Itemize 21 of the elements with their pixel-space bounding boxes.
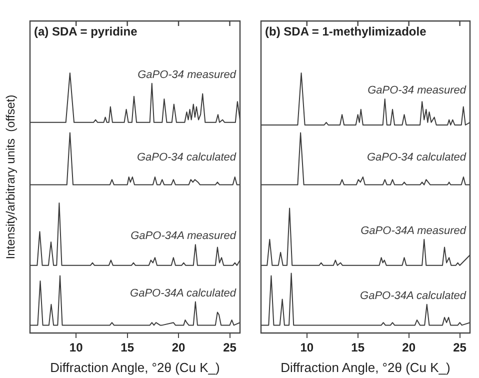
chart-title: (b) SDA = 1-methylimizadole (265, 24, 427, 38)
x-tick-label: 25 (223, 340, 237, 355)
series-label: GaPO-34 calculated (136, 151, 237, 164)
x-tick-label: 10 (300, 340, 314, 355)
x-tick-label: 10 (69, 340, 84, 355)
series-label: GaPO-34A measured (360, 224, 467, 237)
x-axis-title: Diffraction Angle, °2θ (Cu K_) (50, 360, 220, 375)
x-tick-label: 20 (172, 340, 186, 355)
x-axis-title: Diffraction Angle, °2θ (Cu K_) (280, 360, 450, 375)
series-label: GaPO-34 calculated (366, 151, 467, 164)
series-label: GaPO-34A measured (130, 230, 237, 242)
y-axis-title: Intensity/arbitrary units (offset) (3, 94, 18, 260)
x-tick-label: 25 (453, 340, 467, 355)
x-tick-label: 15 (120, 340, 134, 355)
chart-title: (a) SDA = pyridine (34, 24, 138, 38)
x-tick-label: 20 (402, 340, 416, 355)
series-label: GaPO-34A calculated (130, 287, 237, 300)
x-tick-label: 15 (351, 340, 365, 355)
series-label: GaPO-34A calculated (360, 290, 467, 302)
series-label: GaPO-34 measured (138, 68, 237, 81)
series-label: GaPO-34 measured (368, 84, 467, 97)
